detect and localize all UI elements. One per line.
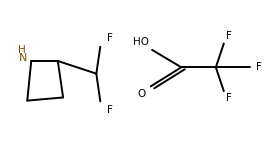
Text: O: O bbox=[137, 89, 146, 99]
Text: F: F bbox=[226, 93, 232, 104]
Text: H: H bbox=[18, 45, 26, 55]
Text: F: F bbox=[256, 62, 262, 72]
Text: HO: HO bbox=[134, 37, 150, 47]
Text: F: F bbox=[226, 31, 232, 41]
Text: N: N bbox=[19, 53, 28, 63]
Text: F: F bbox=[107, 33, 113, 43]
Text: F: F bbox=[107, 105, 113, 115]
